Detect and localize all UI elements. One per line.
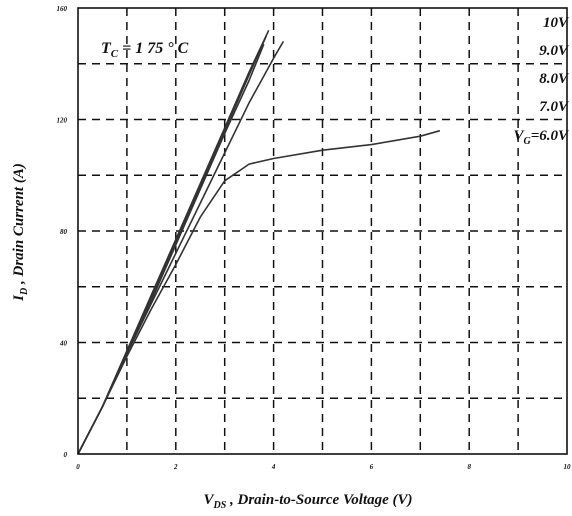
x-tick-label: 10 — [564, 463, 572, 471]
y-tick-label: 80 — [60, 228, 68, 236]
legend: 10V 9.0V 8.0V 7.0V VG=6.0V — [513, 15, 570, 147]
legend-label-value: =6.0V — [531, 128, 570, 144]
plot-frame — [77, 7, 568, 455]
x-axis-label-rest: , Drain-to-Source Voltage (V) — [226, 492, 412, 508]
legend-label-prefix: V — [513, 128, 525, 144]
legend-label: VG=6.0V — [513, 128, 570, 147]
x-tick-label: 6 — [370, 463, 374, 471]
legend-label-sub: G — [523, 136, 531, 147]
y-axis-label-sub: D — [19, 288, 30, 296]
legend-label: 8.0V — [539, 71, 570, 87]
y-axis-label-main: I — [11, 294, 27, 302]
x-axis-label-main: V — [203, 492, 215, 508]
y-axis-label: ID , Drain Current (A) — [11, 163, 30, 302]
series-line — [77, 35, 268, 455]
annotation-main: T — [101, 40, 112, 57]
x-tick-label: 8 — [467, 463, 471, 471]
x-tick-label: 2 — [173, 463, 178, 471]
y-tick-label: 120 — [57, 117, 68, 125]
series-group — [77, 29, 441, 455]
series-line — [77, 129, 441, 455]
annotation-sub: C — [111, 48, 119, 60]
legend-label: 7.0V — [539, 99, 570, 115]
temperature-annotation: TC = 1 75 ° C — [101, 40, 189, 60]
tick-labels: 0 2 4 6 8 10 0 40 80 120 160 — [57, 5, 572, 471]
y-axis-label-rest: , Drain Current (A) — [11, 163, 27, 288]
x-axis-label: VDS , Drain-to-Source Voltage (V) — [203, 492, 412, 511]
legend-label: 10V — [543, 15, 570, 31]
y-tick-label: 40 — [59, 340, 68, 348]
x-axis-label-sub: DS — [212, 500, 226, 511]
y-tick-label: 160 — [57, 5, 68, 13]
y-tick-label: 0 — [64, 451, 68, 459]
grid-lines — [78, 8, 567, 454]
x-tick-label: 4 — [271, 463, 276, 471]
legend-label: 9.0V — [539, 43, 570, 59]
annotation-rest: = 1 75 ° C — [118, 40, 189, 57]
x-tick-label: 0 — [76, 463, 80, 471]
